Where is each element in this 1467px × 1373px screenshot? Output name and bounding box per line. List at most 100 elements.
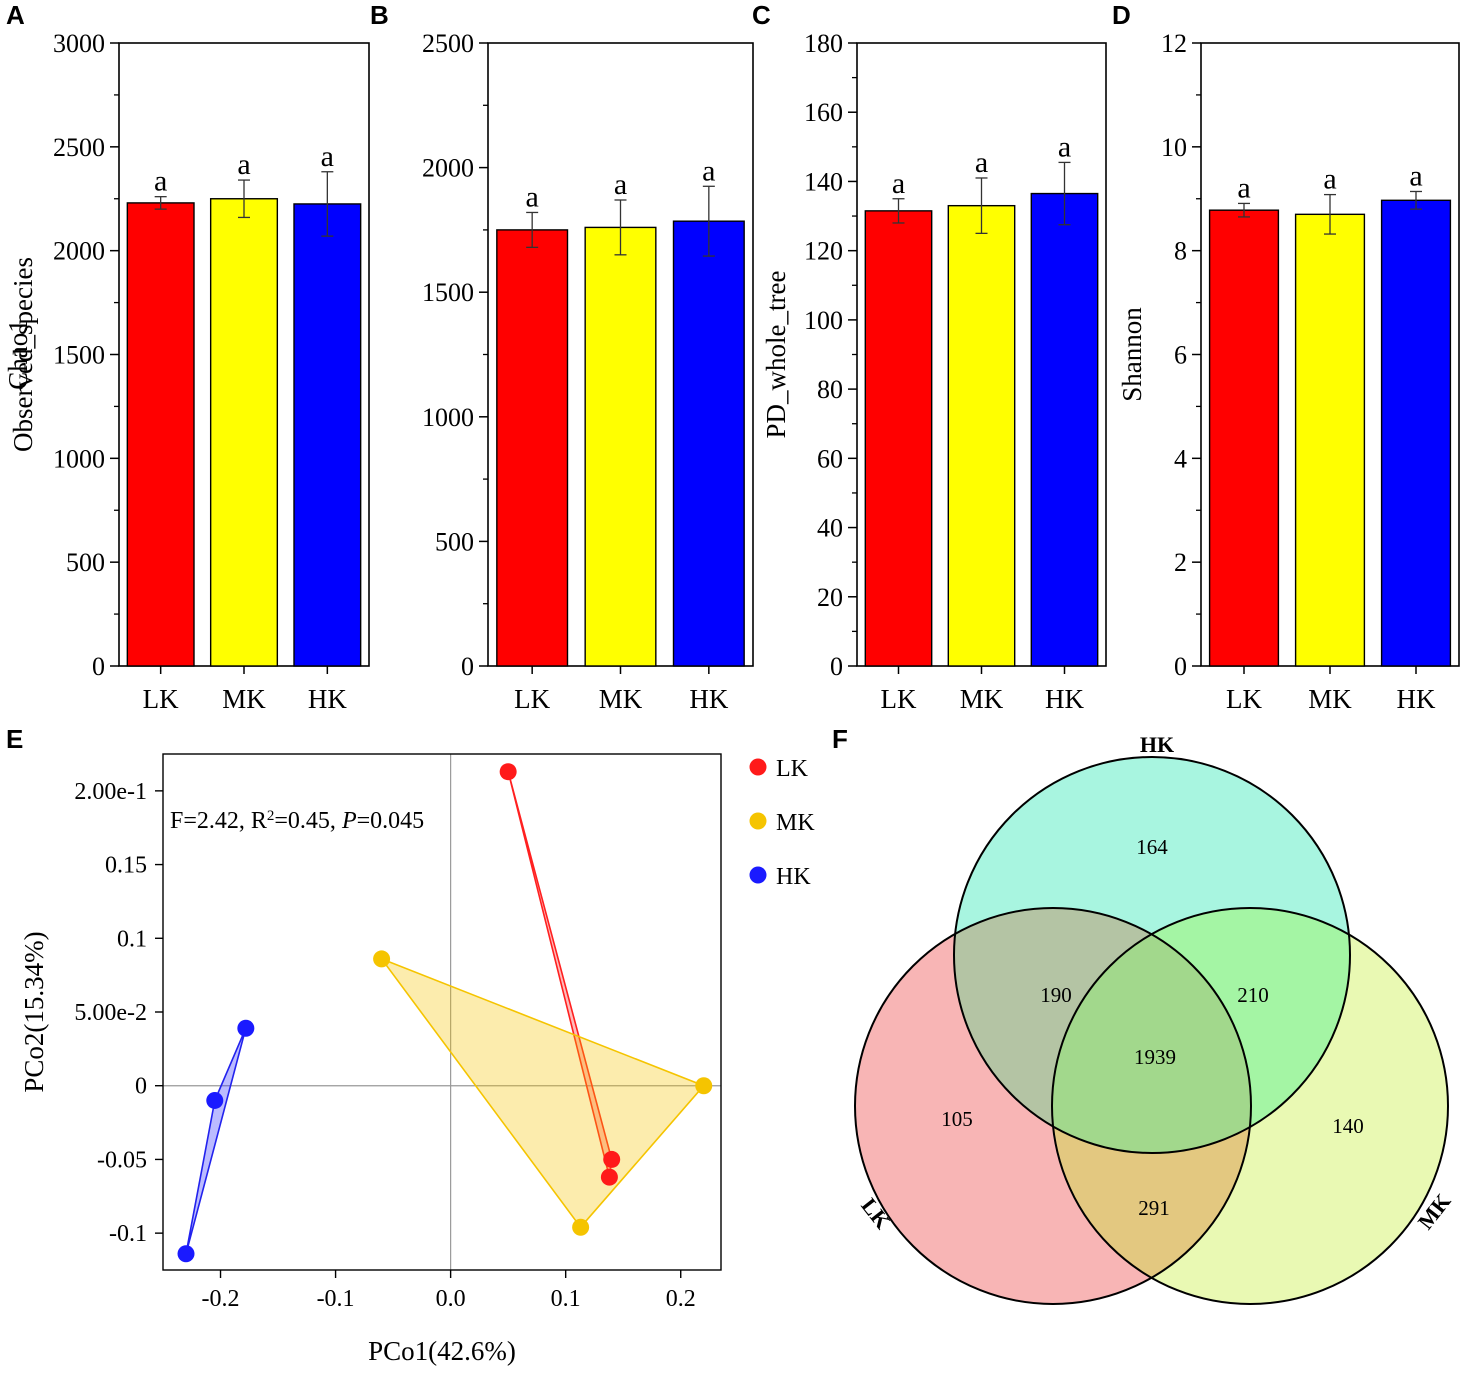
y-tick-label: 1000: [53, 444, 105, 473]
panel-label-a: A: [6, 0, 25, 30]
y-tick-label: 140: [804, 167, 843, 196]
x-tick-label: -0.1: [317, 1286, 355, 1312]
panel-label-e: E: [6, 724, 23, 754]
x-tick-label: MK: [960, 684, 1004, 714]
bar-mk: [209, 198, 279, 667]
x-tick-label: LK: [514, 684, 550, 714]
venn-count-hk-lk: 190: [1040, 983, 1072, 1007]
venn-outline-lk: [854, 907, 1252, 1305]
x-tick-label: HK: [1397, 684, 1436, 714]
panel-c-pd-whole-tree-chart: 0 20 40 60 80 100 120 140 160 180 PD_whole_tree a LK…: [761, 29, 1107, 714]
bar-hk: [1030, 192, 1099, 667]
bar-lk: [1208, 209, 1280, 667]
bar-lk: [864, 210, 933, 667]
legend-marker-hk: [749, 866, 767, 884]
significance-letter: a: [1237, 171, 1250, 204]
significance-letter: a: [975, 146, 988, 179]
y-tick-label: 2500: [53, 133, 105, 162]
y-tick-label: 2.00e-1: [74, 779, 147, 805]
y-tick-label: 3000: [53, 29, 105, 58]
panel-e-pcoa-plot: -0.2 -0.1 0.0 0.1 0.2 -0.1 -0.05 0 5.00e-2 0.1 0.1…: [19, 753, 815, 1366]
venn-count-mk-only: 140: [1332, 1114, 1364, 1138]
panel-label-c: C: [752, 0, 771, 30]
bar-mk: [1294, 213, 1366, 667]
x-tick-label: LK: [143, 684, 179, 714]
venn-count-all: 1939: [1134, 1045, 1176, 1069]
point-lk: [499, 763, 517, 781]
significance-letter: a: [321, 140, 334, 173]
y-axis-label: Observed_species: [8, 257, 38, 452]
y-tick-label: 0: [92, 652, 105, 681]
y-tick-label: 80: [817, 375, 843, 404]
y-tick-label: 180: [804, 29, 843, 58]
x-tick-label: LK: [1226, 684, 1262, 714]
y-tick-label: 0.15: [105, 853, 147, 879]
x-tick-label: MK: [599, 684, 643, 714]
significance-letter: a: [526, 180, 539, 213]
panel-b-observed-species-chart: 0 500 1000 1500 2000 2500 Observed_species a LK a…: [8, 29, 754, 714]
y-tick-label: 500: [66, 548, 105, 577]
x-tick-label: MK: [1308, 684, 1352, 714]
bar-hk: [672, 220, 745, 667]
y-tick-label: 0.1: [117, 926, 147, 952]
y-tick-label: 2000: [53, 237, 105, 266]
x-axis-label: PCo1(42.6%): [368, 1336, 516, 1366]
point-hk: [177, 1245, 195, 1263]
point-lk: [600, 1168, 618, 1186]
y-axis-label: PCo2(15.34%): [19, 931, 49, 1092]
y-axis-label: PD_whole_tree: [761, 271, 791, 439]
y-tick-label: 40: [817, 514, 843, 543]
y-tick-label: -0.1: [109, 1221, 147, 1247]
panel-a-chao1-chart: 0 500 1000 1500 2000 2500 3000 Chao1 a LK a MK a HK: [3, 29, 370, 714]
y-tick-label: 0: [461, 652, 474, 681]
x-tick-label: 0.2: [666, 1286, 696, 1312]
y-tick-label: 120: [804, 237, 843, 266]
panel-d-shannon-chart: 0 2 4 6 8 10 12 Shannon a LK a MK a HK: [1117, 29, 1460, 714]
y-tick-label: 5.00e-2: [74, 1000, 147, 1026]
legend-label-mk: MK: [776, 810, 815, 836]
y-tick-label: 1500: [53, 341, 105, 370]
point-hk: [237, 1019, 255, 1037]
y-tick-label: 12: [1161, 29, 1187, 58]
hull-mk: [379, 957, 706, 1229]
point-mk: [695, 1077, 713, 1095]
significance-letter: a: [892, 167, 905, 200]
y-tick-label: 8: [1174, 237, 1187, 266]
significance-letter: a: [614, 168, 627, 201]
significance-letter: a: [154, 165, 167, 198]
bar-mk: [947, 204, 1016, 667]
point-mk: [572, 1218, 590, 1236]
bar-hk: [1380, 199, 1452, 667]
y-tick-label: 2500: [422, 29, 474, 58]
venn-count-lk-mk: 291: [1138, 1196, 1170, 1220]
venn-count-lk-only: 105: [941, 1107, 973, 1131]
y-tick-label: 160: [804, 98, 843, 127]
panel-label-f: F: [832, 724, 848, 754]
x-tick-label: HK: [689, 684, 728, 714]
y-tick-label: 6: [1174, 341, 1187, 370]
legend-label-lk: LK: [776, 756, 809, 782]
y-axis-label: Chao1: [3, 319, 33, 390]
y-tick-label: 1500: [422, 278, 474, 307]
y-tick-label: 20: [817, 583, 843, 612]
significance-letter: a: [1409, 159, 1422, 192]
hull-lk: [507, 771, 613, 1178]
bar-lk: [496, 229, 569, 667]
panel-label-b: B: [370, 0, 389, 30]
significance-letter: a: [1058, 130, 1071, 163]
significance-letter: a: [237, 148, 250, 181]
legend-marker-lk: [749, 758, 767, 776]
y-tick-label: 2000: [422, 154, 474, 183]
x-tick-label: -0.2: [202, 1286, 240, 1312]
hull-hk: [185, 1027, 247, 1255]
x-tick-label: 0.1: [551, 1286, 581, 1312]
y-tick-label: 4: [1174, 444, 1187, 473]
y-tick-label: 500: [435, 527, 474, 556]
bar-hk: [293, 203, 362, 667]
y-tick-label: 0: [830, 652, 843, 681]
venn-outline-hk: [953, 756, 1351, 1154]
panel-label-d: D: [1112, 0, 1131, 30]
point-hk: [206, 1091, 224, 1109]
